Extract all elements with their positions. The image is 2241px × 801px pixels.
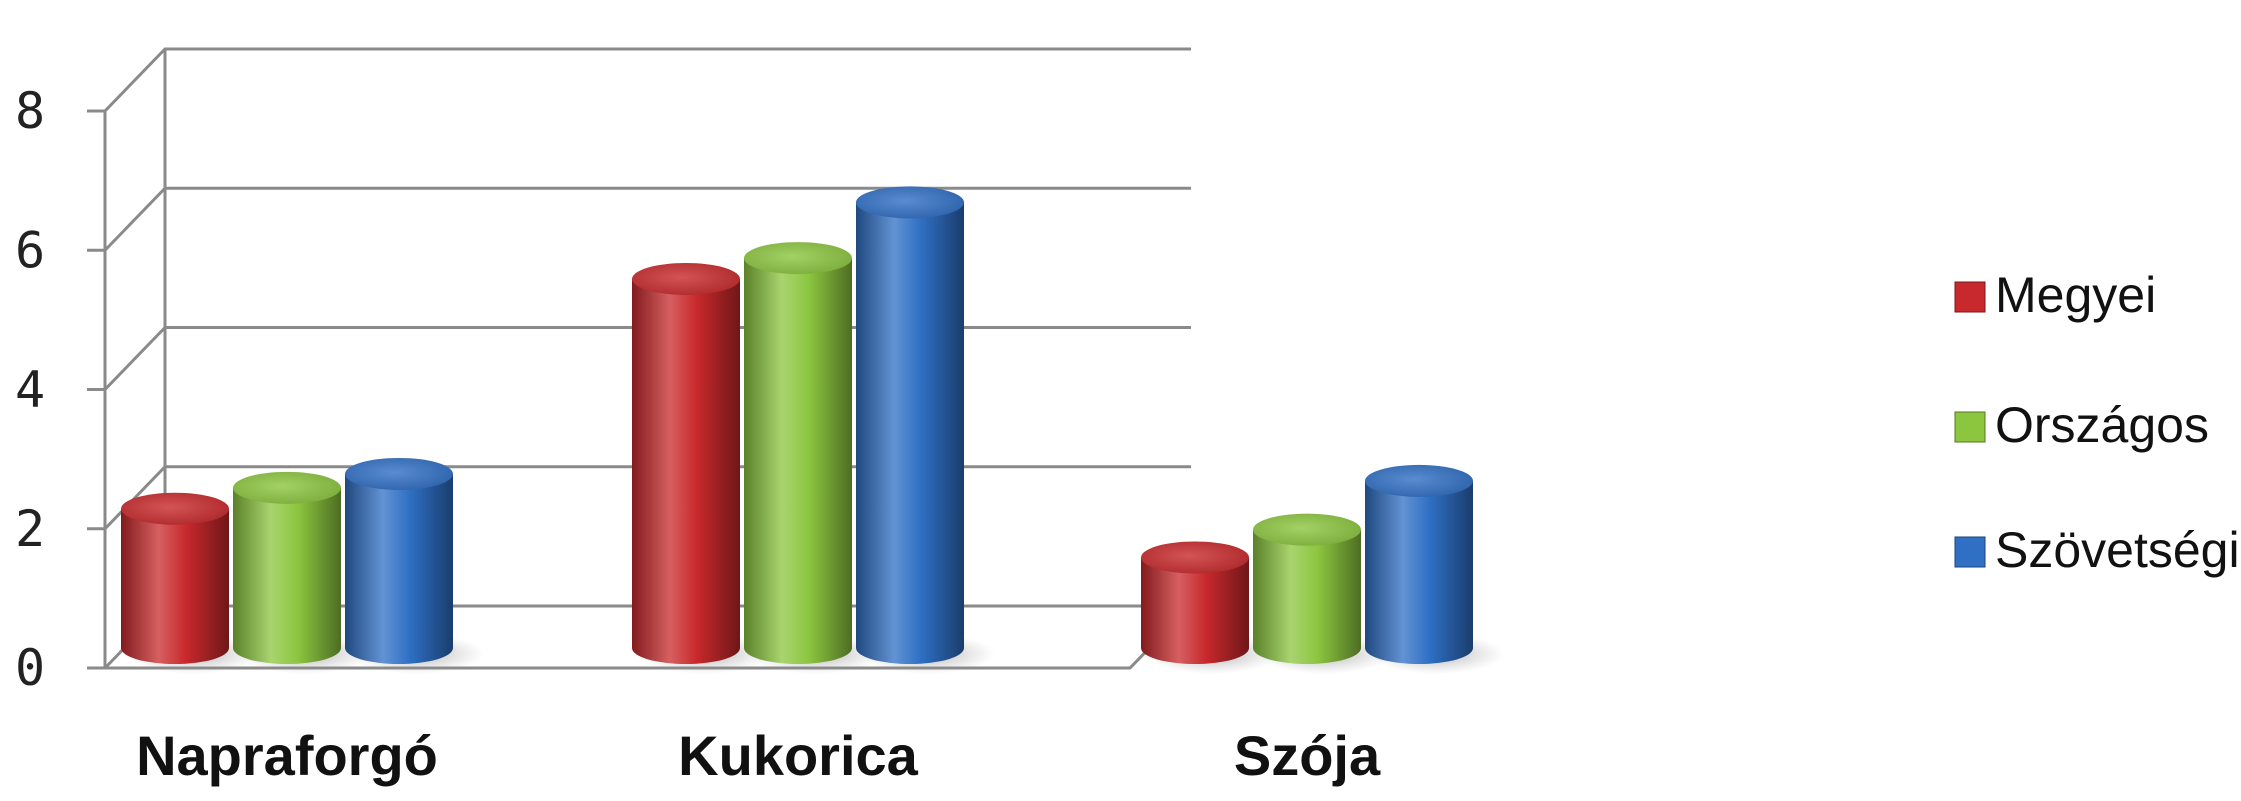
x-category-label: Napraforgó [136, 724, 438, 787]
bar [856, 186, 995, 674]
bar [744, 242, 883, 674]
legend-swatch [1954, 536, 1986, 568]
bar-top [1141, 541, 1249, 574]
bar-body [121, 508, 229, 664]
y-tick-label: 2 [15, 500, 45, 558]
legend-item: Országos [1954, 397, 2209, 453]
bar [233, 471, 372, 674]
bar-body [1253, 529, 1361, 664]
legend-label: Szövetségi [1995, 522, 2240, 578]
bar-top [233, 471, 341, 504]
bar [1253, 513, 1392, 674]
x-category-label: Kukorica [678, 724, 918, 787]
bar-body [1365, 480, 1473, 664]
y-tick-label: 8 [15, 82, 45, 140]
bar-body [744, 258, 852, 664]
bar-top [1365, 464, 1473, 497]
legend-item: Megyei [1954, 267, 2156, 323]
bar-body [345, 473, 453, 664]
bar [121, 492, 260, 674]
x-axis-labels: Napraforgó Kukorica Szója [136, 724, 1381, 787]
bar-top [632, 262, 740, 295]
legend-swatch [1954, 411, 1986, 443]
bar-body [233, 487, 341, 664]
bar [1141, 541, 1280, 674]
legend-item: Szövetségi [1954, 522, 2240, 578]
bar-top [856, 186, 964, 219]
legend-swatch [1954, 281, 1986, 313]
bar [632, 262, 771, 674]
bar [1365, 464, 1504, 674]
bar [345, 457, 484, 674]
bar-top [744, 242, 852, 275]
y-tick-label: 6 [15, 221, 45, 279]
y-tick-label: 4 [15, 361, 45, 419]
y-tick-label: 0 [15, 639, 45, 697]
legend: Megyei Országos Szövetségi [1954, 267, 2240, 578]
bar-layer [121, 186, 1504, 674]
bar-top [345, 457, 453, 490]
gridline [87, 47, 1191, 113]
y-axis-ticks: 0 2 4 6 8 [15, 82, 45, 697]
legend-label: Megyei [1995, 267, 2156, 323]
bar-top [1253, 513, 1361, 546]
bar-body [856, 202, 964, 664]
gridline [87, 186, 1191, 252]
x-category-label: Szója [1234, 724, 1381, 787]
bar-top [121, 492, 229, 525]
bar-body [1141, 557, 1249, 664]
legend-label: Országos [1995, 397, 2209, 453]
bar-body [632, 278, 740, 664]
